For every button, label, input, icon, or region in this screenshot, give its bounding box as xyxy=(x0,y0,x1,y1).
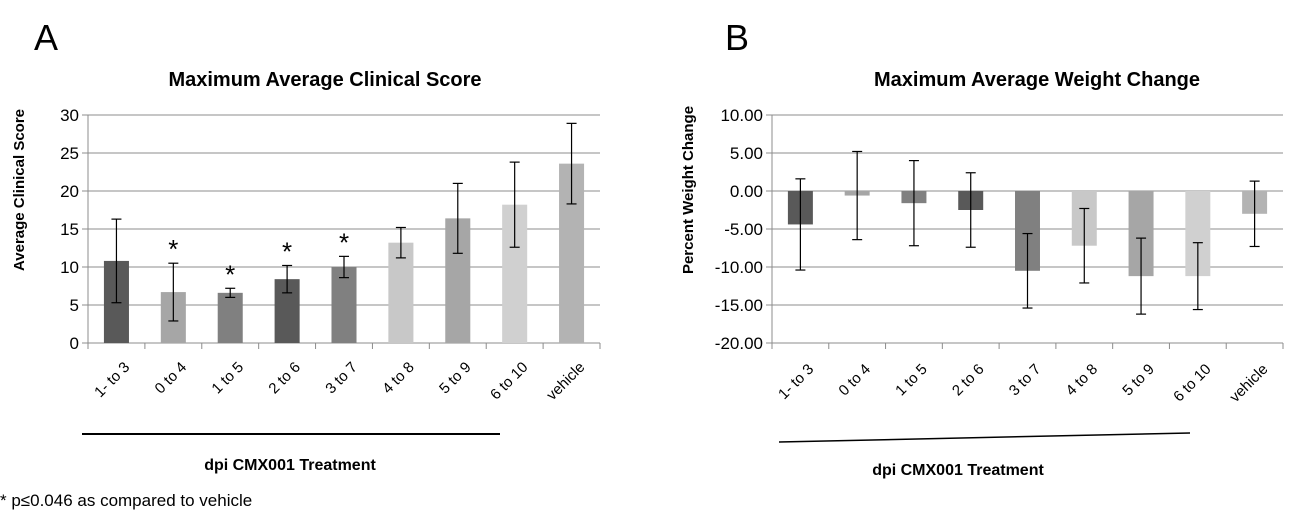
chart-a-y-axis-title: Average Clinical Score xyxy=(11,109,28,271)
chart-b-y-tick-label: 10.00 xyxy=(720,106,763,125)
chart-a-significance-mark: * xyxy=(168,234,178,264)
chart-b-category-label: 3 to 7 xyxy=(1006,361,1045,400)
chart-a-bar xyxy=(388,242,414,343)
chart-a-x-axis-title: dpi CMX001 Treatment xyxy=(204,457,376,474)
chart-a-title: Maximum Average Clinical Score xyxy=(168,69,481,91)
significance-footnote: * p≤0.046 as compared to vehicle xyxy=(0,491,252,510)
chart-a-y-tick-label: 10 xyxy=(60,258,79,277)
chart-a-bar xyxy=(217,292,243,343)
panel-letter-a: A xyxy=(34,17,58,58)
chart-a-category-label: 6 to 10 xyxy=(487,359,531,403)
chart-a-category-label: 1 to 5 xyxy=(208,359,247,398)
chart-a-significance-mark: * xyxy=(225,259,235,289)
chart-b-category-label: 6 to 10 xyxy=(1170,361,1214,405)
chart-b-plot: -20.00 -15.00 -10.00 -5.00 0.00 5.00 10.00 1- t… xyxy=(715,106,1284,406)
chart-a-category-label: vehicle xyxy=(543,359,588,404)
chart-b-category-label: 1 to 5 xyxy=(892,361,931,400)
chart-b-category-label: 4 to 8 xyxy=(1063,361,1102,400)
chart-b-x-axis-title: dpi CMX001 Treatment xyxy=(872,462,1044,479)
chart-b-category-label: 5 to 9 xyxy=(1119,361,1158,400)
chart-b-y-tick-label: -20.00 xyxy=(715,334,763,353)
chart-a-bar xyxy=(331,267,357,343)
chart-a-category-label: 2 to 6 xyxy=(265,359,304,398)
chart-b-title: Maximum Average Weight Change xyxy=(874,69,1200,91)
chart-a-category-label: 1- to 3 xyxy=(91,359,133,401)
chart-a-significance-mark: * xyxy=(282,236,292,266)
chart-a-y-tick-label: 30 xyxy=(60,106,79,125)
chart-b-y-tick-label: 0.00 xyxy=(730,182,763,201)
chart-b-y-axis-title: Percent Weight Change xyxy=(680,106,697,274)
chart-b-y-tick-label: -5.00 xyxy=(724,220,763,239)
chart-a-significance-mark: * xyxy=(339,227,349,257)
chart-b-category-label: 0 to 4 xyxy=(835,361,874,400)
chart-b-y-tick-label: -15.00 xyxy=(715,296,763,315)
chart-a-y-tick-label: 5 xyxy=(70,296,79,315)
chart-a-plot: 0 5 10 15 20 25 30 * * * * 1- to 3 0 to 4 1 to 5 2 to … xyxy=(60,106,601,404)
chart-b-treatment-bracket xyxy=(778,432,1191,443)
chart-a-y-tick-label: 15 xyxy=(60,220,79,239)
chart-b-category-label: 1- to 3 xyxy=(775,361,817,403)
chart-b-category-label: vehicle xyxy=(1226,361,1271,406)
chart-a-y-tick-label: 0 xyxy=(70,334,79,353)
chart-a-category-label: 3 to 7 xyxy=(322,359,361,398)
chart-a-category-label: 5 to 9 xyxy=(436,359,475,398)
chart-a-category-label: 0 to 4 xyxy=(152,359,191,398)
chart-a-category-label: 4 to 8 xyxy=(379,359,418,398)
chart-a-y-tick-label: 25 xyxy=(60,144,79,163)
chart-b-y-tick-label: -10.00 xyxy=(715,258,763,277)
panel-letter-b: B xyxy=(725,17,749,58)
chart-b-category-label: 2 to 6 xyxy=(949,361,988,400)
chart-a-y-tick-label: 20 xyxy=(60,182,79,201)
chart-b-y-tick-label: 5.00 xyxy=(730,144,763,163)
